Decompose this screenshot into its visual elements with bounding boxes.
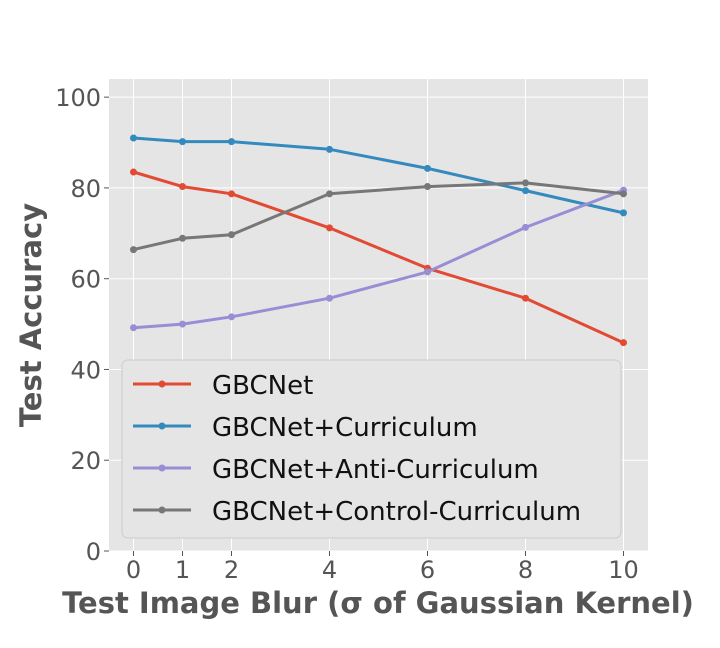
y-tick-label: 60 [70,266,101,294]
legend-label: GBCNet+Control-Curriculum [212,497,581,527]
data-point [326,294,333,302]
data-point [522,187,529,195]
legend: GBCNet GBCNet+Curriculum GBCNet+Anti-Curri… [121,359,622,539]
x-tick-label: 1 [175,556,190,584]
x-tick-label: 10 [608,556,639,584]
legend-item: GBCNet+Control-Curriculum [133,497,581,527]
legend-item: GBCNet [133,371,313,401]
data-point [130,134,137,142]
legend-label: GBCNet+Curriculum [212,413,478,443]
legend-label: GBCNet+Anti-Curriculum [212,455,539,485]
x-tick-label: 2 [224,556,239,584]
data-point [130,246,137,254]
data-point [179,320,186,328]
y-axis-ticks: 0 20 40 60 80 100 [55,84,109,566]
data-point [130,324,137,332]
series-gbcnet-control-curriculum [130,179,627,254]
y-tick-label: 80 [70,175,101,203]
legend-marker [158,506,166,514]
x-tick-label: 8 [518,556,533,584]
data-point [620,209,627,217]
data-point [326,224,333,232]
x-tick-label: 6 [420,556,435,584]
y-tick-label: 20 [70,447,101,475]
data-point [522,294,529,302]
y-tick-label: 40 [70,356,101,384]
legend-item: GBCNet+Curriculum [133,413,478,443]
data-point [228,231,235,239]
y-tick-label: 0 [86,538,101,566]
data-point [424,164,431,172]
data-point [424,183,431,191]
legend-marker [158,380,166,388]
legend-marker [158,422,166,430]
data-point [179,138,186,146]
legend-item: GBCNet+Anti-Curriculum [133,455,539,485]
data-point [522,223,529,231]
data-point [179,234,186,242]
y-axis-label: Test Accuracy [14,203,48,427]
legend-label: GBCNet [212,371,313,401]
y-tick-label: 100 [55,84,101,112]
data-point [424,268,431,276]
data-point [522,179,529,187]
series-gbcnet-curriculum [130,134,627,217]
series-lines [130,134,627,347]
data-point [228,138,235,146]
legend-box [121,359,622,539]
data-point [326,190,333,198]
x-axis-label: Test Image Blur (σ of Gaussian Kernel) [62,586,694,620]
data-point [326,145,333,153]
legend-marker [158,464,166,472]
x-tick-label: 4 [322,556,337,584]
x-axis-ticks: 0 1 2 4 6 8 10 [126,551,639,584]
x-tick-label: 0 [126,556,141,584]
data-point [179,183,186,191]
series-gbcnet-anti-curriculum [130,186,627,332]
data-point [620,190,627,198]
data-point [620,339,627,347]
data-point [228,190,235,198]
data-point [228,313,235,321]
data-point [130,168,137,176]
